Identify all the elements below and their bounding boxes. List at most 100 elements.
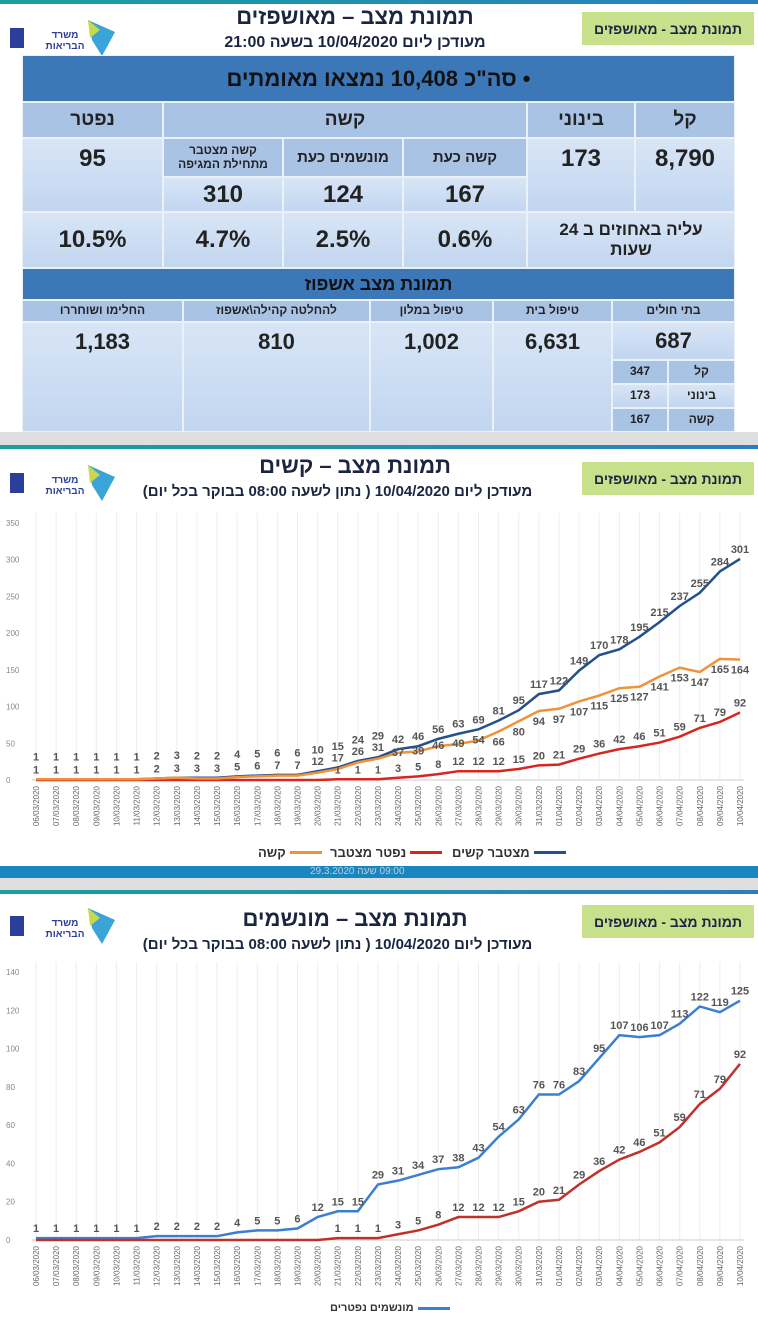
x-tick-label: 31/03/2020 (535, 785, 544, 826)
data-label: 122 (550, 675, 568, 687)
data-label: 3 (214, 763, 220, 775)
series-line (36, 1063, 741, 1242)
data-label: 54 (493, 1122, 506, 1134)
x-tick-label: 20/03/2020 (314, 1245, 323, 1286)
data-label: 34 (412, 1160, 425, 1172)
y-tick-label: 0 (6, 776, 11, 785)
data-label: 178 (610, 634, 628, 646)
data-label: 36 (593, 739, 605, 751)
x-tick-label: 04/04/2020 (615, 1245, 624, 1286)
data-label: 3 (395, 763, 401, 775)
x-tick-label: 23/03/2020 (374, 785, 383, 826)
data-label: 127 (630, 692, 648, 704)
data-label: 7 (274, 760, 280, 772)
legend-label: מונשמים נפטרים (330, 1302, 414, 1314)
x-tick-label: 05/04/2020 (635, 785, 644, 826)
legend-label: נפטר מצטבר (330, 845, 407, 860)
data-label: 2 (154, 1221, 160, 1233)
increase-severe-now: 0.6% (403, 212, 527, 268)
data-label: 2 (194, 1221, 200, 1233)
data-label: 94 (533, 716, 546, 728)
legend-item-severe: קשה (258, 845, 322, 860)
x-tick-label: 01/04/2020 (555, 785, 564, 826)
ventilated-panel: משרד הבריאות תמונת מצב – מונשמים מעודכן ל… (0, 890, 758, 1322)
x-tick-label: 02/04/2020 (575, 1245, 584, 1286)
data-label: 2 (154, 751, 160, 763)
x-tick-label: 28/03/2020 (475, 785, 484, 826)
y-tick-label: 60 (6, 1121, 15, 1130)
x-tick-label: 06/03/2020 (32, 1245, 41, 1286)
data-label: 46 (633, 731, 645, 743)
severe-line-chart: 0 50 100 150 200 250 300 350 06/03/2020 07/03/202… (6, 513, 750, 826)
data-label: 5 (254, 748, 260, 760)
x-tick-label: 10/03/2020 (112, 1245, 121, 1286)
header-hotel-care: טיפול במלון (370, 300, 493, 322)
x-tick-label: 08/03/2020 (72, 1245, 81, 1286)
x-tick-label: 08/04/2020 (696, 1245, 705, 1286)
value-dead: 95 (22, 138, 163, 212)
y-tick-label: 50 (6, 739, 15, 748)
ministry-logo: משרד הבריאות (10, 906, 120, 946)
x-tick-label: 12/03/2020 (153, 1245, 162, 1286)
x-tick-label: 10/04/2020 (736, 785, 745, 826)
data-label: 79 (714, 707, 726, 719)
x-tick-label: 17/03/2020 (253, 785, 262, 826)
data-label: 29 (573, 1169, 585, 1181)
data-label: 1 (73, 1223, 79, 1235)
value-pending: 810 (183, 322, 370, 432)
data-label: 8 (435, 1210, 441, 1222)
y-tick-label: 40 (6, 1159, 15, 1168)
x-tick-label: 26/03/2020 (434, 1245, 443, 1286)
chart-title: תמונת מצב – קשים (259, 453, 451, 478)
section-tag: תמונת מצב - מאושפזים (582, 12, 754, 45)
data-label: 12 (472, 1202, 484, 1214)
data-label: 79 (714, 1074, 726, 1086)
header-pending: להחלטה קהילה\אשפוז (183, 300, 370, 322)
data-label: 1 (73, 751, 79, 763)
data-label: 15 (332, 1196, 344, 1208)
hospitalized-panel: משרד הבריאות תמונת מצב – מאושפזים מעודכן … (0, 0, 758, 445)
x-tick-label: 03/04/2020 (595, 785, 604, 826)
data-label: 255 (691, 578, 709, 590)
y-tick-label: 0 (6, 1236, 11, 1245)
data-label: 31 (392, 1166, 404, 1178)
breakdown-mild-label: קל (668, 360, 735, 384)
data-label: 1 (93, 751, 99, 763)
data-label: 1 (53, 1223, 59, 1235)
x-tick-label: 11/03/2020 (133, 1245, 142, 1285)
x-tick-label: 07/03/2020 (52, 1245, 61, 1286)
header-hospitals: בתי חולים (612, 300, 735, 322)
x-tick-label: 06/04/2020 (656, 785, 665, 826)
data-label: 301 (731, 544, 749, 556)
ministry-logo: משרד הבריאות (10, 18, 120, 58)
data-label: 20 (533, 750, 545, 762)
y-tick-label: 200 (6, 629, 20, 638)
x-tick-label: 11/03/2020 (133, 785, 142, 825)
data-label: 4 (234, 749, 241, 761)
data-label: 71 (694, 713, 706, 725)
data-label: 7 (294, 760, 300, 772)
data-label: 5 (254, 1215, 260, 1227)
data-label: 170 (590, 640, 608, 652)
data-label: 1 (355, 1223, 361, 1235)
x-tick-label: 16/03/2020 (233, 1245, 242, 1286)
data-label: 1 (355, 764, 361, 776)
data-label: 2 (194, 751, 200, 763)
legend-item-cum-severe: מצטבר קשים (452, 845, 566, 860)
section-tag: תמונת מצב - מאושפזים (582, 905, 754, 938)
x-tick-label: 03/04/2020 (595, 1245, 604, 1286)
data-label: 46 (412, 731, 424, 743)
y-tick-label: 80 (6, 1083, 15, 1092)
x-tick-label: 02/04/2020 (575, 785, 584, 826)
top-accent-line (0, 0, 758, 4)
data-label: 39 (412, 745, 424, 757)
x-tick-label: 15/03/2020 (213, 1245, 222, 1286)
data-label: 42 (392, 734, 404, 746)
data-label: 1 (113, 1223, 119, 1235)
x-tick-label: 21/03/2020 (334, 1245, 343, 1286)
series-line (36, 711, 741, 782)
series-line (36, 999, 741, 1240)
data-label: 5 (415, 761, 421, 773)
page-title: תמונת מצב – מאושפזים (236, 4, 474, 29)
series-line (36, 657, 741, 781)
